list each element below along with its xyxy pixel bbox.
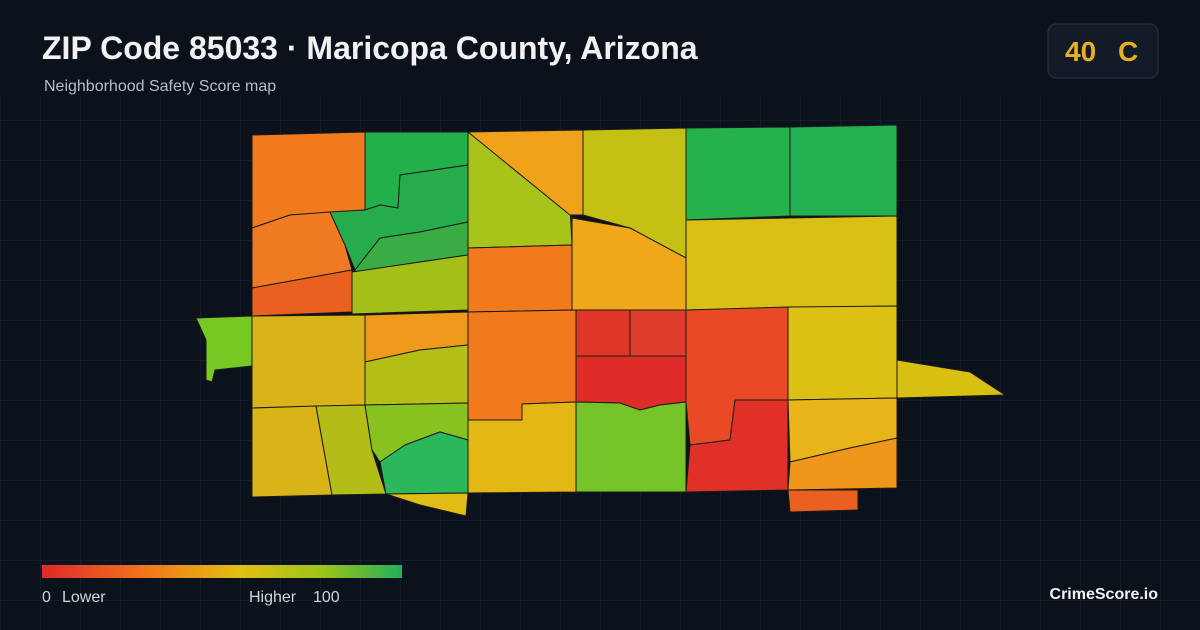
tract	[575, 401, 687, 493]
tract	[251, 314, 366, 409]
tract	[685, 215, 898, 311]
tract	[629, 309, 687, 357]
tract	[685, 126, 791, 221]
subtitle: Neighborhood Safety Score map	[44, 78, 276, 95]
legend-min: 0	[42, 589, 51, 606]
tract	[575, 309, 631, 357]
tract	[467, 244, 573, 313]
grade: C	[1118, 36, 1138, 67]
legend-gradient	[42, 565, 402, 578]
tract	[896, 359, 1006, 399]
brand: CrimeScore.io	[1050, 586, 1159, 603]
score-badge	[1047, 23, 1159, 79]
title: ZIP Code 85033 · Maricopa County, Arizon…	[42, 30, 698, 66]
legend-min-label: Lower	[62, 589, 106, 606]
tract	[789, 124, 898, 217]
score: 40	[1065, 36, 1096, 67]
zip-map	[195, 124, 1006, 517]
legend-max-label: Higher	[249, 589, 297, 606]
tract	[787, 305, 898, 401]
legend-max: 100	[313, 589, 340, 606]
tract	[787, 437, 898, 491]
tract	[787, 489, 859, 513]
tract	[385, 492, 469, 517]
